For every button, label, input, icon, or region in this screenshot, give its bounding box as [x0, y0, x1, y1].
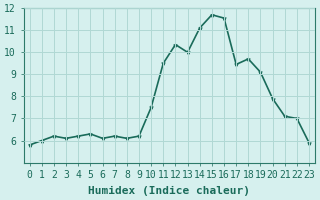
X-axis label: Humidex (Indice chaleur): Humidex (Indice chaleur) — [88, 186, 250, 196]
